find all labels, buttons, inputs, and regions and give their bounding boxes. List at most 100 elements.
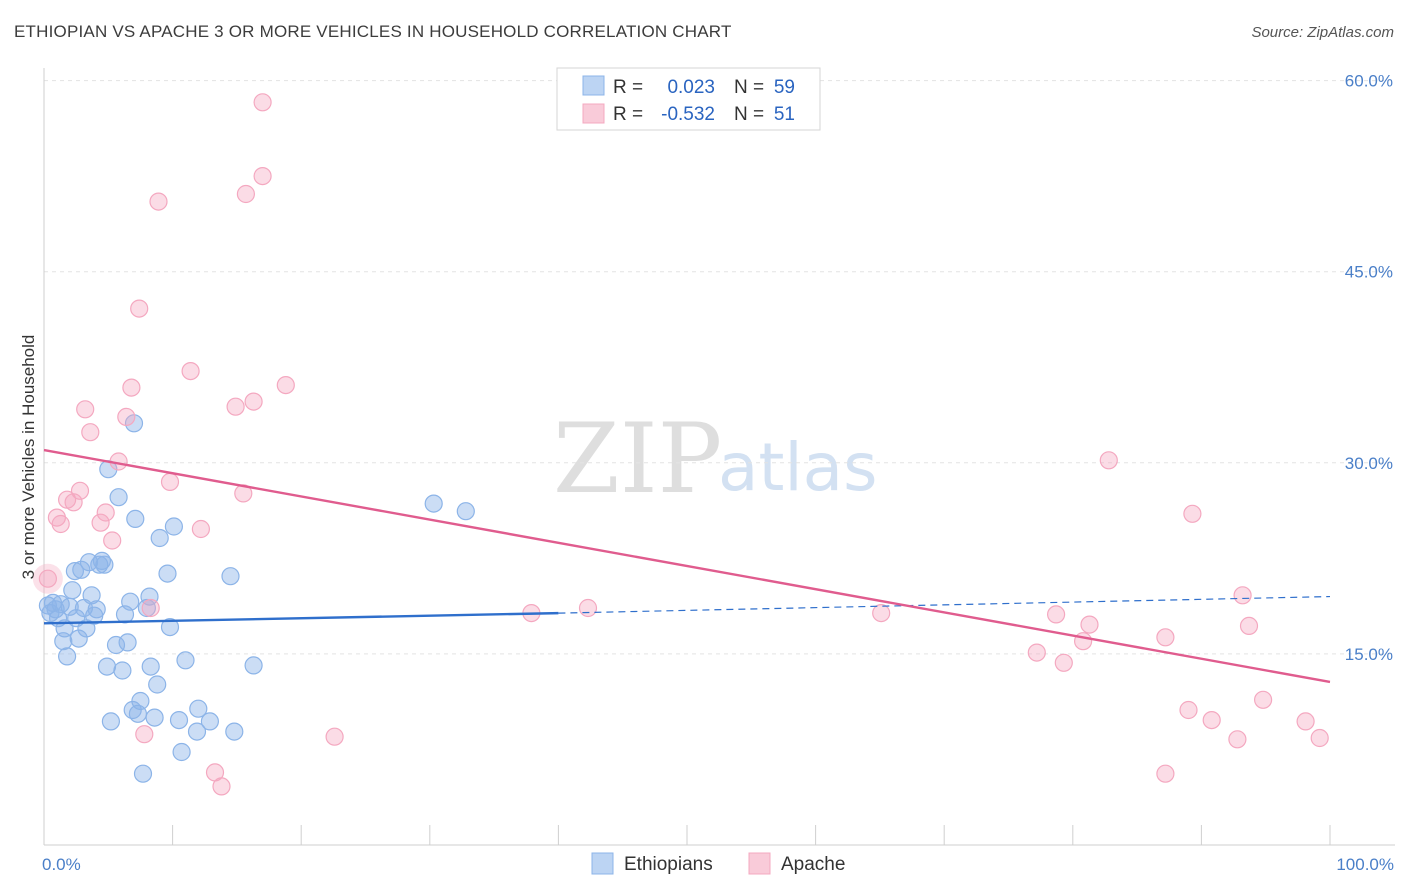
legend-swatch-apache xyxy=(582,103,605,124)
ethiopians-point-26 xyxy=(101,712,121,731)
apache-point-22 xyxy=(212,777,231,796)
chart-title: ETHIOPIAN VS APACHE 3 OR MORE VEHICLES I… xyxy=(14,22,732,41)
apache-point-19 xyxy=(181,362,200,381)
apache-point-4 xyxy=(64,493,83,512)
apache-point-38 xyxy=(1080,615,1099,634)
apache-point-6 xyxy=(76,400,95,419)
axes xyxy=(43,68,1395,846)
y-tick-label-30: 30.0% xyxy=(1345,454,1393,473)
apache-point-23 xyxy=(226,397,245,416)
ethiopians-point-38 xyxy=(133,764,153,783)
gridlines xyxy=(44,80,1395,655)
apache-point-36 xyxy=(1054,653,1073,672)
apache-point-44 xyxy=(1202,710,1221,730)
x-ticks xyxy=(172,825,1331,845)
ethiopians-point-46 xyxy=(160,617,180,637)
data-points xyxy=(32,93,1329,796)
apache-point-16 xyxy=(141,598,160,618)
ethiopians-point-55 xyxy=(225,722,244,741)
ethiopians-point-20 xyxy=(87,600,106,619)
apache-point-9 xyxy=(96,503,115,522)
y-tick-labels: 15.0% 30.0% 45.0% 60.0% xyxy=(1345,72,1393,664)
apache-point-39 xyxy=(1099,451,1118,470)
series-legend-label-apache: Apache xyxy=(781,854,845,875)
legend-n-value-1: 59 xyxy=(774,77,795,98)
apache-point-27 xyxy=(253,93,272,112)
ethiopians-point-10 xyxy=(63,581,82,600)
legend-r-value-2: -0.532 xyxy=(661,104,715,125)
watermark-atlas: atlas xyxy=(718,429,878,506)
y-axis-label: 3 or more Vehicles in Household xyxy=(19,335,38,580)
ethiopians-point-49 xyxy=(172,742,191,762)
apache-point-17 xyxy=(149,192,168,211)
apache-point-26 xyxy=(244,392,263,411)
y-tick-label-45: 45.0% xyxy=(1345,263,1393,282)
ethiopians-point-8 xyxy=(57,647,77,666)
ethiopians-point-57 xyxy=(424,494,443,513)
chart-source: Source: ZipAtlas.com xyxy=(1251,24,1394,41)
apache-point-46 xyxy=(1233,586,1252,605)
apache-point-20 xyxy=(191,519,210,539)
apache-point-45 xyxy=(1228,730,1247,749)
ethiopians-point-52 xyxy=(189,699,208,718)
apache-point-10 xyxy=(103,531,122,550)
ethiopians-point-11 xyxy=(65,561,85,581)
ethiopians-point-32 xyxy=(121,592,140,611)
trend-lines xyxy=(43,448,1331,684)
apache-point-18 xyxy=(160,472,180,491)
y-tick-label-15: 15.0% xyxy=(1345,645,1393,664)
apache-point-7 xyxy=(81,423,100,442)
apache-point-2 xyxy=(51,514,70,534)
ethiopians-point-37 xyxy=(131,691,150,711)
apache-point-47 xyxy=(1239,616,1259,636)
apache-point-32 xyxy=(578,598,598,618)
series-legend-swatch-ethiopians xyxy=(591,852,614,875)
ethiopians-point-23 xyxy=(95,555,114,574)
legend-r-label-2: R = xyxy=(613,104,643,125)
apache-cluster-point xyxy=(32,563,63,594)
ethiopians-point-56 xyxy=(244,656,263,675)
apache-point-29 xyxy=(276,376,295,395)
ethiopians-point-58 xyxy=(456,502,475,521)
legend-n-label-2: N = xyxy=(734,104,764,125)
apache-point-28 xyxy=(253,167,272,186)
ethiopians-point-29 xyxy=(113,661,132,680)
apache-point-13 xyxy=(122,378,141,397)
apache-point-43 xyxy=(1183,504,1202,523)
ethiopians-point-35 xyxy=(126,509,145,529)
ethiopians-point-13 xyxy=(69,629,88,648)
ethiopians-point-47 xyxy=(164,517,183,536)
ethiopians-point-31 xyxy=(118,633,137,652)
apache-point-25 xyxy=(236,184,255,204)
apache-point-30 xyxy=(325,727,344,746)
ethiopians-point-54 xyxy=(221,567,240,586)
ethiopians-point-45 xyxy=(158,564,177,583)
apache-point-5 xyxy=(70,481,90,500)
ethiopians-point-50 xyxy=(176,651,195,670)
legend-n-value-2: 51 xyxy=(774,104,795,125)
ethiopians-point-42 xyxy=(145,708,164,727)
ethiopians-point-41 xyxy=(141,657,160,676)
watermark-zip: ZIP xyxy=(553,403,722,515)
apache-point-41 xyxy=(1156,764,1175,783)
ethiopians-point-14 xyxy=(72,560,91,579)
x-tick-label-min: 0.0% xyxy=(42,855,81,874)
apache-point-12 xyxy=(117,407,136,426)
ethiopians-point-27 xyxy=(106,635,126,655)
ethiopians-point-28 xyxy=(109,488,128,507)
series-legend: Ethiopians Apache xyxy=(591,852,845,875)
series-legend-swatch-apache xyxy=(748,852,771,875)
apache-point-50 xyxy=(1310,728,1329,748)
ethiopians-point-44 xyxy=(150,528,169,548)
stats-legend: R = 0.023 N = 59 R = -0.532 N = 51 xyxy=(556,67,821,131)
apache-point-34 xyxy=(1027,643,1046,662)
apache-point-14 xyxy=(130,299,149,318)
ethiopians-trend-solid xyxy=(43,611,559,625)
legend-n-label-1: N = xyxy=(734,77,764,98)
apache-point-48 xyxy=(1253,690,1273,709)
ethiopians-trend-dashed xyxy=(558,595,1331,614)
legend-r-value-1: 0.023 xyxy=(667,77,715,98)
apache-point-15 xyxy=(135,725,154,744)
ethiopians-point-48 xyxy=(169,710,189,730)
